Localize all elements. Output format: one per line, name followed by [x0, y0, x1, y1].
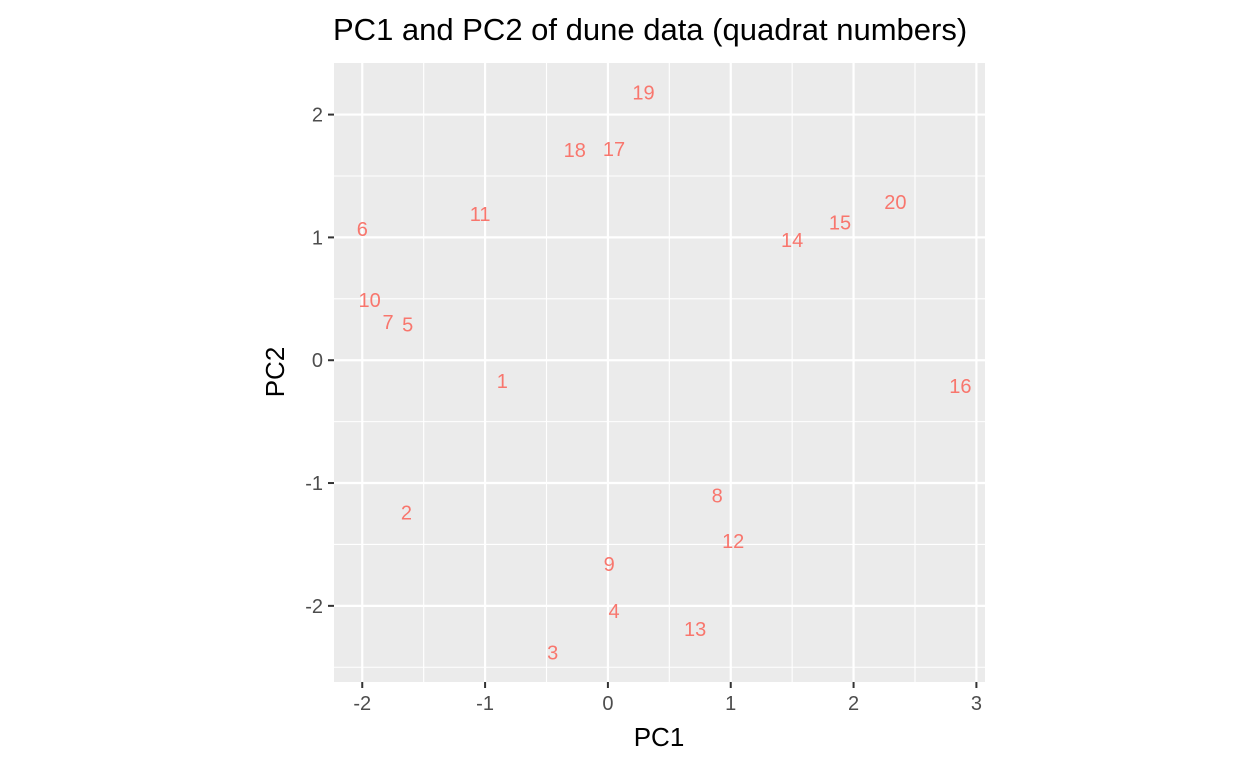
point-label-15: 15 — [829, 213, 851, 235]
chart-title: PC1 and PC2 of dune data (quadrat number… — [333, 12, 967, 47]
y-tick-label: 0 — [312, 350, 323, 372]
x-tick-label: 0 — [602, 693, 613, 715]
point-label-2: 2 — [401, 503, 412, 525]
x-tick-label: 2 — [848, 693, 859, 715]
point-label-5: 5 — [402, 315, 413, 337]
gridlines — [334, 63, 985, 682]
plot-panel — [334, 63, 985, 682]
point-label-1: 1 — [497, 371, 508, 393]
point-label-3: 3 — [547, 643, 558, 665]
y-tick-label: -1 — [305, 473, 323, 495]
x-tick-label: -2 — [353, 693, 371, 715]
point-label-13: 13 — [684, 619, 706, 641]
y-tick-label: -2 — [305, 596, 323, 618]
point-label-9: 9 — [604, 554, 615, 576]
point-label-19: 19 — [632, 82, 654, 104]
y-tick-label: 1 — [312, 227, 323, 249]
y-axis-title: PC2 — [260, 347, 290, 398]
point-label-12: 12 — [722, 531, 744, 553]
x-tick-label: -1 — [476, 693, 494, 715]
point-label-18: 18 — [564, 140, 586, 162]
x-axis-title: PC1 — [634, 722, 685, 752]
x-tick-label: 3 — [971, 693, 982, 715]
point-label-6: 6 — [357, 219, 368, 241]
point-label-16: 16 — [949, 376, 971, 398]
y-tick-label: 2 — [312, 105, 323, 127]
point-label-14: 14 — [781, 230, 803, 252]
point-label-17: 17 — [603, 139, 625, 161]
point-label-4: 4 — [608, 601, 619, 623]
point-label-8: 8 — [712, 485, 723, 507]
x-tick-label: 1 — [725, 693, 736, 715]
point-label-20: 20 — [884, 192, 906, 214]
point-label-7: 7 — [382, 312, 393, 334]
point-label-10: 10 — [358, 290, 380, 312]
point-label-11: 11 — [470, 204, 491, 226]
